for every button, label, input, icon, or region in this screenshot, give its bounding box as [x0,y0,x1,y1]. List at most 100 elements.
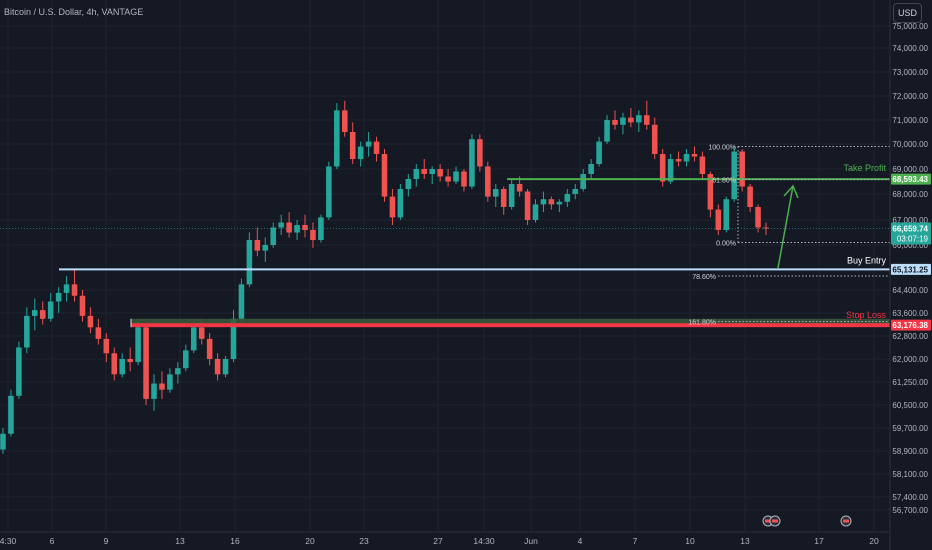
candle-body [238,284,245,319]
candle [8,389,14,437]
candle-body [278,222,284,228]
time-tick-label: 17 [814,536,824,546]
candle-body [159,383,165,390]
candle [691,146,698,162]
price-tick-label: 69,000.00 [892,165,928,174]
candle [524,189,531,225]
candle [755,204,761,233]
take-profit-price-tag-bg [891,173,931,185]
candle [389,189,396,225]
candle-body [373,141,380,154]
candle [699,151,706,179]
candle [620,112,626,135]
candle [349,122,356,164]
buy-entry-price-tag-bg [891,263,931,275]
stop-loss-price-tag: 63,176.38 [892,321,928,330]
currency-button[interactable]: USD [893,3,922,23]
price-tick-label: 61,250.00 [892,378,928,387]
fib-level-label: 61.80% [712,178,736,185]
candle-body [699,156,706,174]
trade-overlays: 100.00% 61.80% 0.00% 78.60% 161.80% Take Prof… [0,145,890,328]
candle-body [151,383,157,399]
candle-body [16,347,22,396]
candle [254,227,261,257]
price-tick-label: 63,600.00 [892,309,928,318]
time-axis: 4:30 6 9 13 16 20 23 27 14:30 Jun 4 7 10 13 17 20 [0,515,890,546]
candle-body [437,169,443,177]
candle-body [651,124,658,154]
candle [628,108,634,128]
candle-body [556,201,563,205]
candle [715,204,722,235]
candle [405,174,412,197]
candle-body [198,327,205,339]
candle-body [79,295,86,316]
candle [32,298,38,331]
candle [151,374,157,411]
price-tick-label: 58,900.00 [892,447,928,456]
price-tick-label: 73,000.00 [892,68,928,77]
candle-body [604,120,610,142]
candle [747,184,753,213]
candle [79,290,86,322]
candle-body [540,199,547,205]
economic-event-icon [769,515,781,527]
candle [373,136,380,162]
economic-event-icon [840,515,852,527]
candle-body [667,159,674,182]
candle [580,169,586,192]
candle-body [32,310,38,316]
candle [183,344,189,372]
price-tick-label: 66,000.00 [892,241,928,250]
candle-body [731,151,737,200]
time-tick-label: Jun [524,536,538,546]
time-tick-label: 4:30 [0,536,17,546]
fib-level-label: 161.80% [688,320,716,327]
candle [318,214,324,243]
candle-body [739,151,745,187]
candle-body [389,196,396,218]
candle [492,184,499,207]
take-profit-label: Take Profit [843,163,886,173]
candle [643,100,650,130]
candle-body [477,139,483,167]
candle-body [445,176,451,182]
candle [24,307,30,354]
candle [731,146,737,202]
candle-body [143,327,149,399]
candle [55,287,62,313]
candle-body [167,374,173,390]
candle-body [508,184,515,207]
candle-body [500,189,507,207]
candle [95,318,102,345]
candle-body [397,189,404,218]
candle [159,371,165,399]
candle [206,333,213,366]
candle-body [715,209,722,230]
candle-body [421,169,428,174]
price-tick-label: 72,000.00 [892,92,928,101]
candle-body [135,327,141,363]
candle [413,164,420,187]
candle-body [0,433,6,450]
candle-body [334,110,340,167]
candle-body [365,141,372,147]
candle [421,159,428,179]
event-icon-flag [843,519,849,523]
candle [548,196,555,210]
event-icon-flag [765,519,771,523]
candle-body [262,245,269,251]
candle [556,199,563,213]
countdown-tag: 03:07:19 [897,235,929,244]
candle-body [111,353,118,375]
candle-body [564,194,571,202]
candle-body [286,222,292,233]
price-tick-label: 56,700.00 [892,506,928,515]
candle [286,212,292,238]
candle-body [246,240,253,285]
time-tick-label: 16 [230,536,240,546]
candle-body [39,310,46,319]
candle [246,232,253,288]
candle [532,199,539,223]
